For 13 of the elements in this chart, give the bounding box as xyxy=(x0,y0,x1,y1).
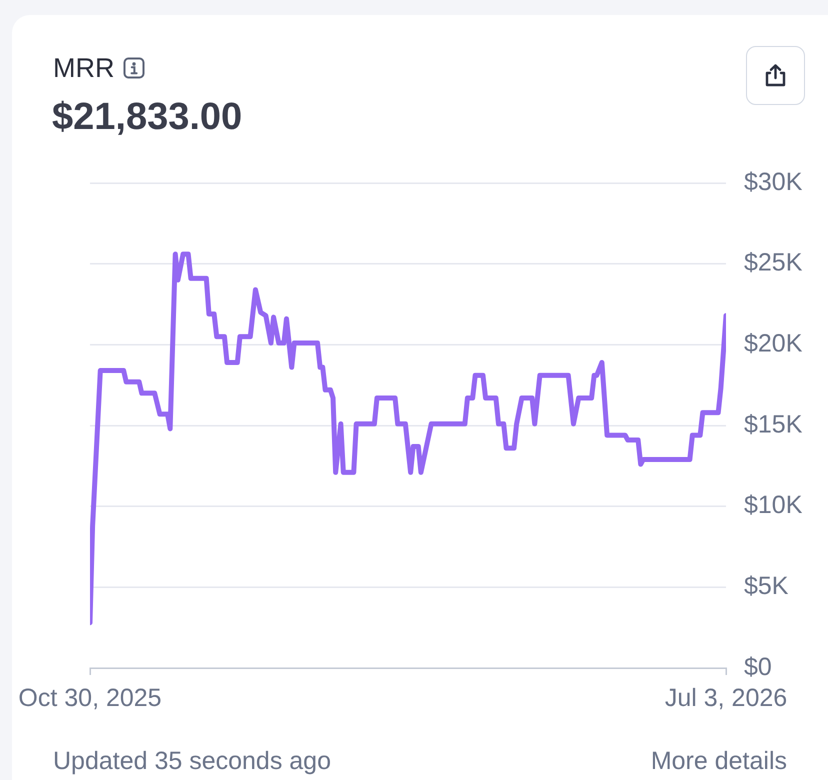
y-tick-label: $15K xyxy=(744,410,803,438)
chart-title: MRR xyxy=(53,53,114,83)
x-tick-label: Jul 3, 2026 xyxy=(664,684,788,712)
y-tick-label: $0 xyxy=(744,652,772,681)
text: More details xyxy=(650,747,787,775)
text: Updated 35 seconds ago xyxy=(53,747,331,775)
y-tick-label: $20K xyxy=(744,330,803,358)
chart-subtitle: $21,833.00 xyxy=(52,96,242,138)
y-tick-label: $25K xyxy=(744,248,803,277)
y-tick-label: $5K xyxy=(744,572,789,600)
y-tick-label: $10K xyxy=(744,491,803,520)
y-tick-label: $30K xyxy=(744,168,803,196)
x-tick-label: Oct 30, 2025 xyxy=(18,684,162,712)
